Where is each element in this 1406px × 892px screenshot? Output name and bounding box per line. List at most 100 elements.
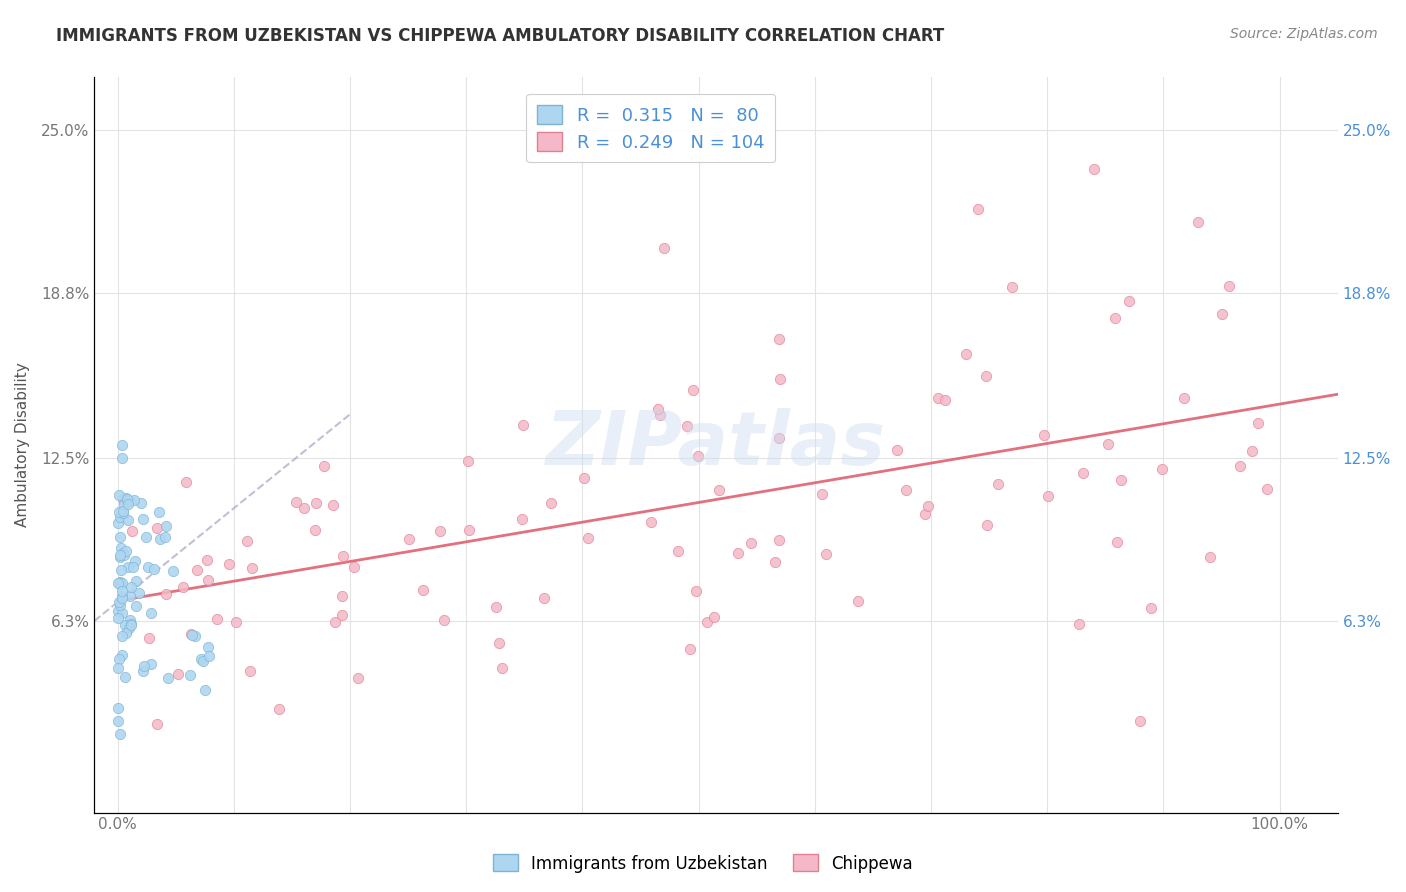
Point: [125, 574, 148, 588]
Point: [768, 333, 790, 347]
Point: [1211, 307, 1233, 321]
Point: [180, 627, 202, 641]
Point: [685, 584, 707, 599]
Point: [110, 548, 132, 562]
Point: [914, 508, 936, 522]
Point: [108, 599, 131, 613]
Point: [107, 652, 129, 666]
Point: [927, 391, 949, 405]
Point: [146, 521, 169, 535]
Point: [117, 498, 139, 512]
Point: [343, 560, 366, 574]
Point: [1105, 534, 1128, 549]
Point: [139, 606, 162, 620]
Point: [110, 541, 132, 555]
Point: [139, 657, 162, 671]
Point: [112, 491, 135, 506]
Point: [679, 641, 702, 656]
Point: [330, 608, 353, 623]
Point: [114, 625, 136, 640]
Point: [305, 496, 328, 510]
Point: [640, 515, 662, 529]
Point: [955, 347, 977, 361]
Point: [135, 530, 157, 544]
Point: [815, 548, 838, 562]
Point: [740, 536, 762, 550]
Point: [1071, 466, 1094, 480]
Point: [225, 615, 247, 629]
Point: [574, 471, 596, 485]
Point: [285, 495, 308, 509]
Point: [111, 506, 134, 520]
Point: [533, 591, 555, 605]
Point: [111, 546, 134, 560]
Point: [132, 659, 155, 673]
Point: [111, 503, 134, 517]
Point: [194, 683, 217, 698]
Point: [153, 530, 176, 544]
Point: [148, 505, 170, 519]
Point: [1109, 474, 1132, 488]
Point: [666, 544, 689, 558]
Point: [676, 419, 699, 434]
Point: [458, 523, 481, 537]
Point: [484, 600, 506, 615]
Point: [765, 555, 787, 569]
Point: [1247, 416, 1270, 430]
Point: [917, 499, 939, 513]
Point: [120, 589, 142, 603]
Point: [107, 714, 129, 728]
Point: [1097, 437, 1119, 451]
Point: [1083, 162, 1105, 177]
Point: [769, 372, 792, 386]
Point: [1229, 458, 1251, 473]
Point: [111, 589, 134, 603]
Point: [111, 576, 134, 591]
Point: [1173, 391, 1195, 405]
Point: [107, 661, 129, 675]
Point: [125, 599, 148, 613]
Point: [488, 636, 510, 650]
Point: [172, 581, 194, 595]
Point: [107, 700, 129, 714]
Point: [115, 492, 138, 507]
Point: [1129, 714, 1152, 728]
Point: [198, 648, 221, 663]
Point: [186, 563, 208, 577]
Point: [709, 483, 731, 497]
Point: [332, 549, 354, 564]
Point: [727, 546, 749, 560]
Point: [111, 591, 134, 605]
Point: [491, 661, 513, 675]
Point: [108, 727, 131, 741]
Point: [124, 553, 146, 567]
Point: [114, 618, 136, 632]
Point: [162, 565, 184, 579]
Point: [146, 716, 169, 731]
Point: [322, 499, 344, 513]
Point: [195, 552, 218, 566]
Point: [111, 438, 134, 452]
Point: [347, 671, 370, 685]
Point: [111, 583, 134, 598]
Y-axis label: Ambulatory Disability: Ambulatory Disability: [15, 363, 30, 527]
Point: [108, 577, 131, 591]
Legend: Immigrants from Uzbekistan, Chippewa: Immigrants from Uzbekistan, Chippewa: [486, 847, 920, 880]
Point: [1187, 215, 1209, 229]
Point: [1118, 293, 1140, 308]
Point: [193, 654, 215, 668]
Point: [117, 513, 139, 527]
Point: [114, 544, 136, 558]
Point: [114, 669, 136, 683]
Point: [1038, 490, 1060, 504]
Point: [167, 667, 190, 681]
Point: [576, 531, 599, 545]
Point: [304, 523, 326, 537]
Point: [120, 613, 142, 627]
Point: [218, 558, 240, 572]
Point: [1150, 462, 1173, 476]
Point: [986, 476, 1008, 491]
Point: [157, 671, 180, 685]
Point: [128, 586, 150, 600]
Point: [110, 510, 132, 524]
